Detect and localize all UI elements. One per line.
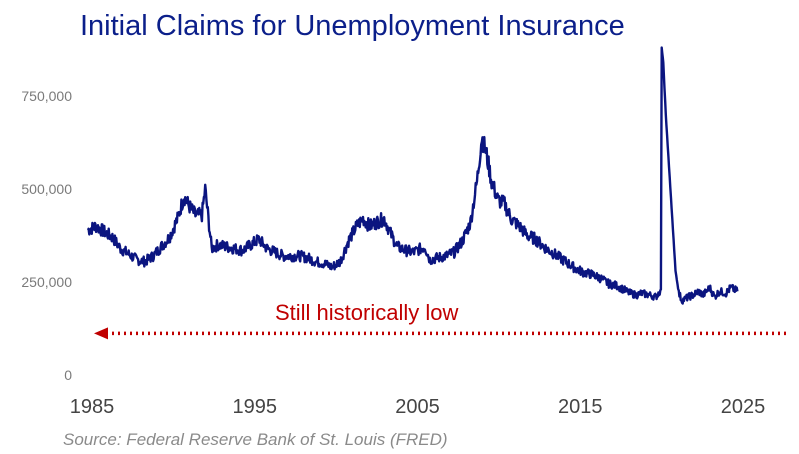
x-axis-ticks: 1985 1995 2005 2015 2025 <box>70 396 766 418</box>
y-tick-label: 0 <box>64 367 72 383</box>
x-tick-label: 2015 <box>558 396 603 418</box>
y-tick-label: 500,000 <box>21 181 72 197</box>
annotation-text: Still historically low <box>275 300 458 325</box>
series-line-initial-claims <box>88 48 737 304</box>
y-axis-ticks: 0 250,000 500,000 750,000 <box>21 88 72 383</box>
x-tick-label: 1985 <box>70 396 115 418</box>
source-note: Source: Federal Reserve Bank of St. Loui… <box>63 430 448 449</box>
x-tick-label: 2025 <box>721 396 766 418</box>
y-tick-label: 250,000 <box>21 274 72 290</box>
x-tick-label: 1995 <box>233 396 278 418</box>
x-tick-label: 2005 <box>395 396 440 418</box>
left-arrow-icon <box>94 327 108 339</box>
y-tick-label: 750,000 <box>21 88 72 104</box>
chart-title: Initial Claims for Unemployment Insuranc… <box>80 10 625 42</box>
